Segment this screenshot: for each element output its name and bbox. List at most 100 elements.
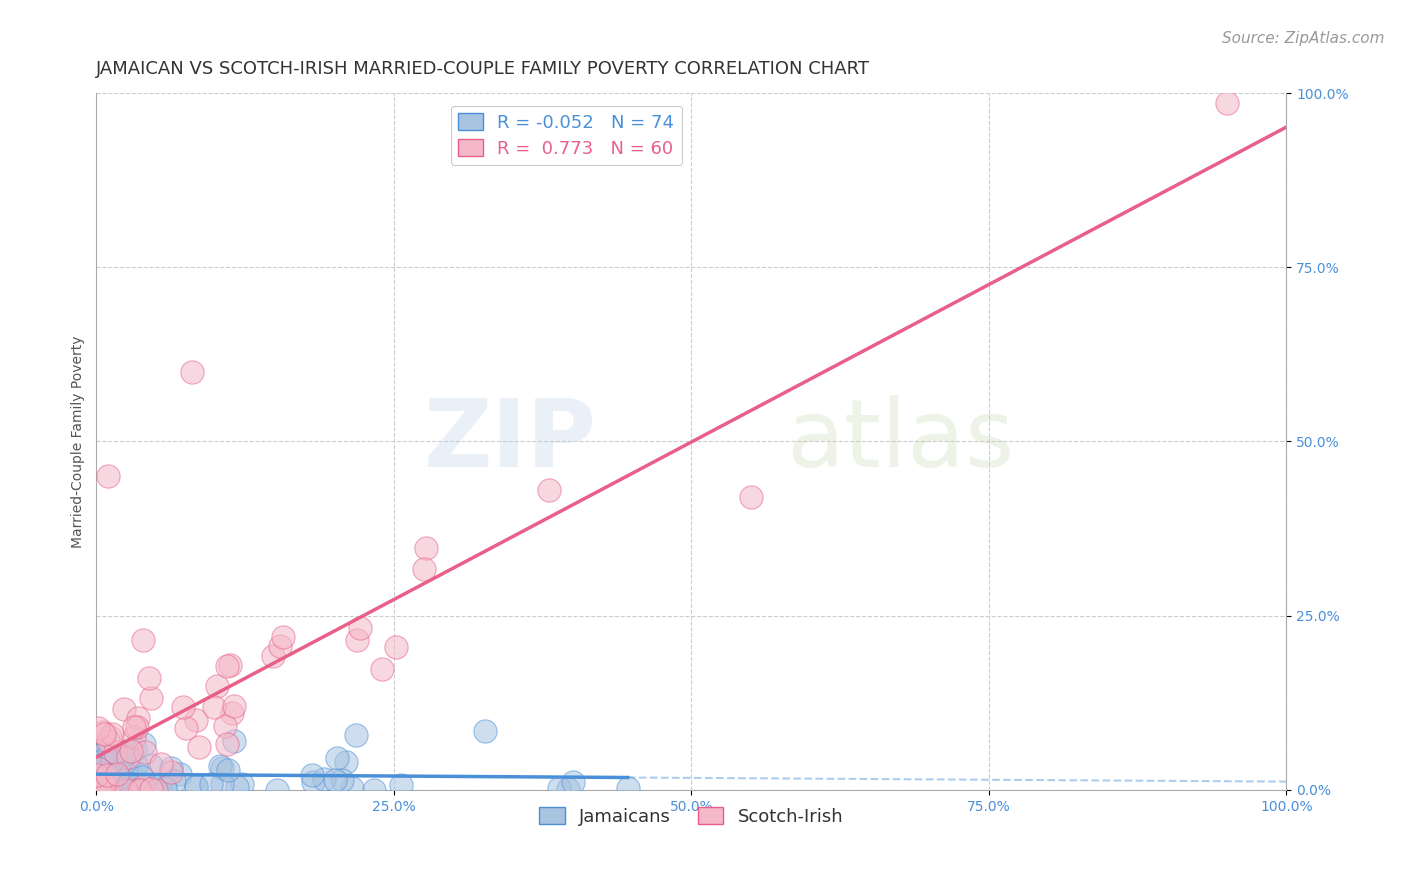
Point — [269, 639, 291, 653]
Point — [209, 759, 232, 773]
Point — [89, 783, 111, 797]
Point — [93, 775, 115, 789]
Text: ZIP: ZIP — [423, 395, 596, 488]
Point — [134, 737, 156, 751]
Point — [93, 745, 115, 759]
Point — [127, 711, 149, 725]
Legend: Jamaicans, Scotch-Irish: Jamaicans, Scotch-Irish — [533, 800, 851, 833]
Point — [184, 713, 207, 727]
Point — [91, 725, 114, 739]
Point — [370, 662, 392, 676]
Point — [115, 783, 138, 797]
Point — [153, 781, 176, 796]
Point — [153, 782, 176, 797]
Point — [125, 757, 148, 772]
Point — [224, 734, 246, 748]
Point — [127, 783, 149, 797]
Point — [90, 765, 112, 780]
Point — [131, 770, 153, 784]
Point — [87, 748, 110, 763]
Point — [97, 744, 120, 758]
Point — [172, 700, 194, 714]
Point — [120, 744, 142, 758]
Point — [87, 755, 110, 769]
Point — [111, 782, 134, 797]
Point — [132, 633, 155, 648]
Point — [93, 727, 115, 741]
Point — [87, 762, 110, 776]
Point — [215, 738, 238, 752]
Point — [105, 767, 128, 781]
Point — [169, 766, 191, 780]
Point — [323, 772, 346, 787]
Point — [184, 780, 207, 794]
Point — [186, 780, 208, 795]
Point — [100, 780, 122, 795]
Point — [145, 783, 167, 797]
Point — [335, 756, 357, 770]
Point — [344, 728, 367, 742]
Point — [217, 659, 239, 673]
Point — [100, 769, 122, 783]
Point — [104, 762, 127, 776]
Point — [122, 731, 145, 745]
Point — [91, 771, 114, 785]
Point — [101, 755, 124, 769]
Point — [217, 763, 239, 777]
Text: Source: ZipAtlas.com: Source: ZipAtlas.com — [1222, 31, 1385, 46]
Point — [86, 776, 108, 790]
Point — [266, 783, 288, 797]
Point — [301, 775, 323, 789]
Point — [202, 700, 225, 714]
Point — [163, 774, 186, 789]
Point — [141, 757, 163, 772]
Point — [97, 783, 120, 797]
Point — [125, 720, 148, 734]
Point — [112, 702, 135, 716]
Point — [187, 739, 209, 754]
Point — [200, 777, 222, 791]
Point — [332, 772, 354, 787]
Point — [346, 632, 368, 647]
Text: JAMAICAN VS SCOTCH-IRISH MARRIED-COUPLE FAMILY POVERTY CORRELATION CHART: JAMAICAN VS SCOTCH-IRISH MARRIED-COUPLE … — [97, 60, 870, 78]
Point — [100, 777, 122, 791]
Point — [97, 734, 120, 748]
Point — [98, 730, 121, 744]
Point — [740, 490, 762, 504]
Point — [561, 775, 583, 789]
Point — [124, 741, 146, 756]
Point — [616, 781, 638, 796]
Point — [221, 706, 243, 721]
Point — [537, 483, 560, 498]
Point — [117, 749, 139, 764]
Point — [104, 773, 127, 788]
Point — [271, 630, 294, 644]
Point — [222, 698, 245, 713]
Point — [115, 765, 138, 780]
Point — [547, 781, 569, 796]
Point — [1216, 96, 1239, 111]
Point — [149, 757, 172, 772]
Point — [159, 761, 181, 775]
Point — [97, 783, 120, 797]
Point — [415, 541, 437, 555]
Point — [312, 772, 335, 787]
Point — [128, 783, 150, 797]
Point — [115, 744, 138, 758]
Point — [117, 761, 139, 775]
Point — [211, 777, 233, 791]
Point — [340, 780, 363, 795]
Point — [104, 745, 127, 759]
Point — [110, 755, 132, 769]
Point — [90, 780, 112, 794]
Point — [114, 747, 136, 762]
Point — [124, 776, 146, 790]
Point — [160, 765, 183, 780]
Point — [94, 782, 117, 797]
Point — [134, 745, 156, 759]
Point — [326, 750, 349, 764]
Point — [412, 562, 434, 576]
Point — [262, 648, 284, 663]
Point — [474, 724, 496, 739]
Point — [557, 782, 579, 797]
